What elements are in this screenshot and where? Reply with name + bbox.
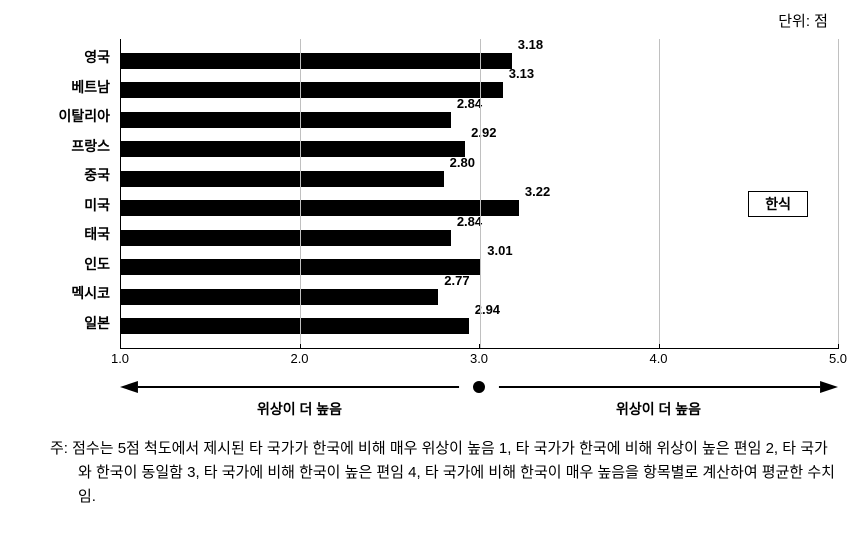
footnote: 주: 점수는 5점 척도에서 제시된 타 국가가 한국에 비해 매우 위상이 높…	[58, 437, 838, 509]
bar-value: 3.01	[487, 243, 512, 258]
y-label: 일본	[30, 313, 120, 341]
x-tick-label: 1.0	[111, 351, 129, 366]
x-tick-label: 5.0	[829, 351, 847, 366]
bar-value: 2.92	[471, 125, 496, 140]
gridline	[300, 39, 301, 348]
bar-value: 2.77	[444, 273, 469, 288]
bar	[121, 289, 438, 305]
bar	[121, 112, 451, 128]
legend: 한식	[748, 191, 808, 217]
gridline	[480, 39, 481, 348]
y-label: 중국	[30, 165, 120, 193]
bar-value: 3.18	[518, 37, 543, 52]
bar-value: 3.13	[509, 66, 534, 81]
bar	[121, 141, 465, 157]
x-tick-label: 2.0	[290, 351, 308, 366]
bar-value: 2.84	[457, 96, 482, 111]
x-tick-label: 4.0	[649, 351, 667, 366]
x-axis: 1.02.03.04.05.0	[120, 349, 838, 373]
plot-region: 3.18 3.13 2.84 2.92 2.80 3.22 2.84 3.01 …	[120, 39, 838, 349]
chart-area: 영국 베트남 이탈리아 프랑스 중국 미국 태국 인도 멕시코 일본 3.18 …	[30, 39, 838, 349]
bar	[121, 230, 451, 246]
bar	[121, 171, 444, 187]
arrow-labels: 위상이 더 높음 위상이 더 높음	[120, 399, 838, 419]
y-label: 미국	[30, 195, 120, 223]
y-label: 이탈리아	[30, 106, 120, 134]
gridline	[838, 39, 839, 348]
x-ticks: 1.02.03.04.05.0	[120, 349, 838, 373]
y-label: 인도	[30, 254, 120, 282]
unit-label: 단위: 점	[30, 10, 838, 31]
arrow-right-label: 위상이 더 높음	[479, 399, 838, 419]
y-label: 멕시코	[30, 283, 120, 311]
y-label: 프랑스	[30, 136, 120, 164]
x-tick-label: 3.0	[470, 351, 488, 366]
bar-value: 2.80	[450, 155, 475, 170]
arrow-svg	[120, 377, 838, 397]
y-axis-labels: 영국 베트남 이탈리아 프랑스 중국 미국 태국 인도 멕시코 일본	[30, 39, 120, 349]
arrow-indicator: 위상이 더 높음 위상이 더 높음	[120, 377, 838, 427]
bar	[121, 318, 469, 334]
arrow-left-label: 위상이 더 높음	[120, 399, 479, 419]
gridline	[659, 39, 660, 348]
bar	[121, 82, 503, 98]
bar-value: 3.22	[525, 184, 550, 199]
y-label: 태국	[30, 224, 120, 252]
bar-value: 2.84	[457, 214, 482, 229]
y-label: 베트남	[30, 77, 120, 105]
bar	[121, 53, 512, 69]
y-label: 영국	[30, 47, 120, 75]
